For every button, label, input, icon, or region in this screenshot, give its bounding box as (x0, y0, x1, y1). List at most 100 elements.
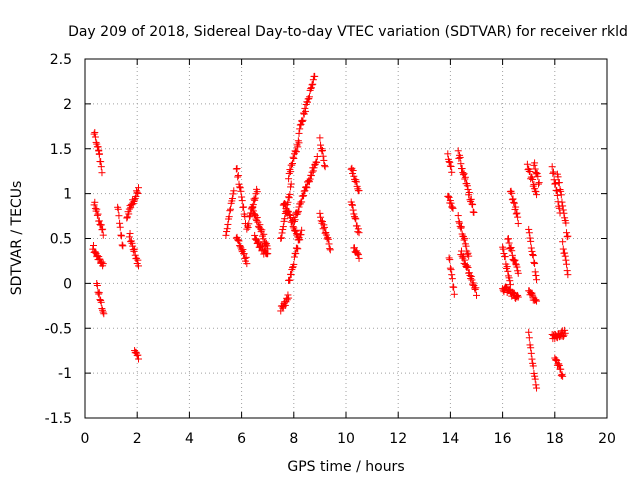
data-point (529, 252, 537, 260)
data-point (288, 216, 296, 224)
data-point (531, 260, 539, 268)
data-point (468, 276, 476, 284)
data-point (354, 225, 362, 233)
data-point (561, 249, 569, 257)
data-point (309, 167, 317, 175)
data-point (304, 98, 312, 106)
data-point (505, 239, 513, 247)
data-point (564, 271, 572, 279)
data-point (309, 76, 317, 84)
data-point (532, 168, 540, 176)
data-point (295, 139, 303, 147)
data-point (531, 268, 539, 276)
data-point (133, 254, 141, 262)
data-point (534, 180, 542, 188)
data-point (555, 360, 563, 368)
data-point (125, 233, 133, 241)
data-point (308, 168, 316, 176)
data-point (301, 104, 309, 112)
data-point (305, 177, 313, 185)
data-point (298, 198, 306, 206)
data-point (503, 263, 511, 271)
data-point (127, 238, 135, 246)
data-point (311, 72, 319, 80)
data-point (548, 163, 556, 171)
data-point (223, 225, 231, 233)
data-point (238, 193, 246, 201)
data-point (307, 172, 315, 180)
data-point (349, 201, 357, 209)
data-point (527, 344, 535, 352)
data-point (90, 130, 98, 138)
data-point (525, 229, 533, 237)
data-point (468, 200, 476, 208)
x-tick-label: 4 (185, 431, 194, 447)
data-point (460, 170, 468, 178)
data-point (93, 282, 101, 290)
data-point (310, 164, 318, 172)
data-point (319, 146, 327, 154)
data-point (239, 246, 247, 254)
data-point (514, 293, 522, 301)
data-point (557, 372, 565, 380)
data-point (253, 240, 261, 248)
data-point (551, 180, 559, 188)
data-point (115, 212, 123, 220)
data-point (320, 223, 328, 231)
data-point (305, 93, 313, 101)
data-point (505, 274, 513, 282)
data-point (527, 237, 535, 245)
data-point (307, 85, 315, 93)
data-point (563, 267, 571, 275)
data-point (240, 203, 248, 211)
data-point (95, 290, 103, 298)
data-point (560, 209, 568, 217)
data-point (129, 246, 137, 254)
data-point (135, 262, 143, 270)
data-point (226, 207, 234, 215)
data-point (292, 230, 300, 238)
data-point (454, 212, 462, 220)
data-point (253, 188, 261, 196)
data-point (532, 381, 540, 389)
data-point (316, 134, 324, 142)
data-point (531, 375, 539, 383)
data-point (293, 210, 301, 218)
data-point (299, 116, 307, 124)
data-point (281, 301, 289, 309)
data-point (447, 162, 455, 170)
data-point (290, 155, 298, 163)
data-point (317, 141, 325, 149)
data-point (91, 133, 99, 141)
data-point (557, 365, 565, 373)
data-point (131, 196, 139, 204)
data-point (561, 326, 569, 334)
data-point (352, 178, 360, 186)
data-point (500, 250, 508, 258)
y-tick-label: 0.5 (50, 232, 72, 248)
data-point (324, 235, 332, 243)
y-tick-label: -1 (58, 366, 72, 382)
data-point (553, 191, 561, 199)
data-point (531, 372, 539, 380)
data-point (326, 245, 334, 253)
data-point (296, 200, 304, 208)
data-point (284, 207, 292, 215)
data-point (535, 179, 543, 187)
data-point (456, 153, 464, 161)
data-point (258, 242, 266, 250)
data-point (506, 277, 514, 285)
data-point (277, 234, 285, 242)
data-point (313, 158, 321, 166)
data-point (249, 201, 257, 209)
data-point (561, 329, 569, 337)
data-point (95, 146, 103, 154)
data-point (319, 152, 327, 160)
data-point (260, 230, 268, 238)
data-point (240, 250, 248, 258)
data-point (351, 214, 359, 222)
data-point (444, 192, 452, 200)
data-point (527, 244, 535, 252)
data-point (293, 244, 301, 252)
data-point (470, 208, 478, 216)
